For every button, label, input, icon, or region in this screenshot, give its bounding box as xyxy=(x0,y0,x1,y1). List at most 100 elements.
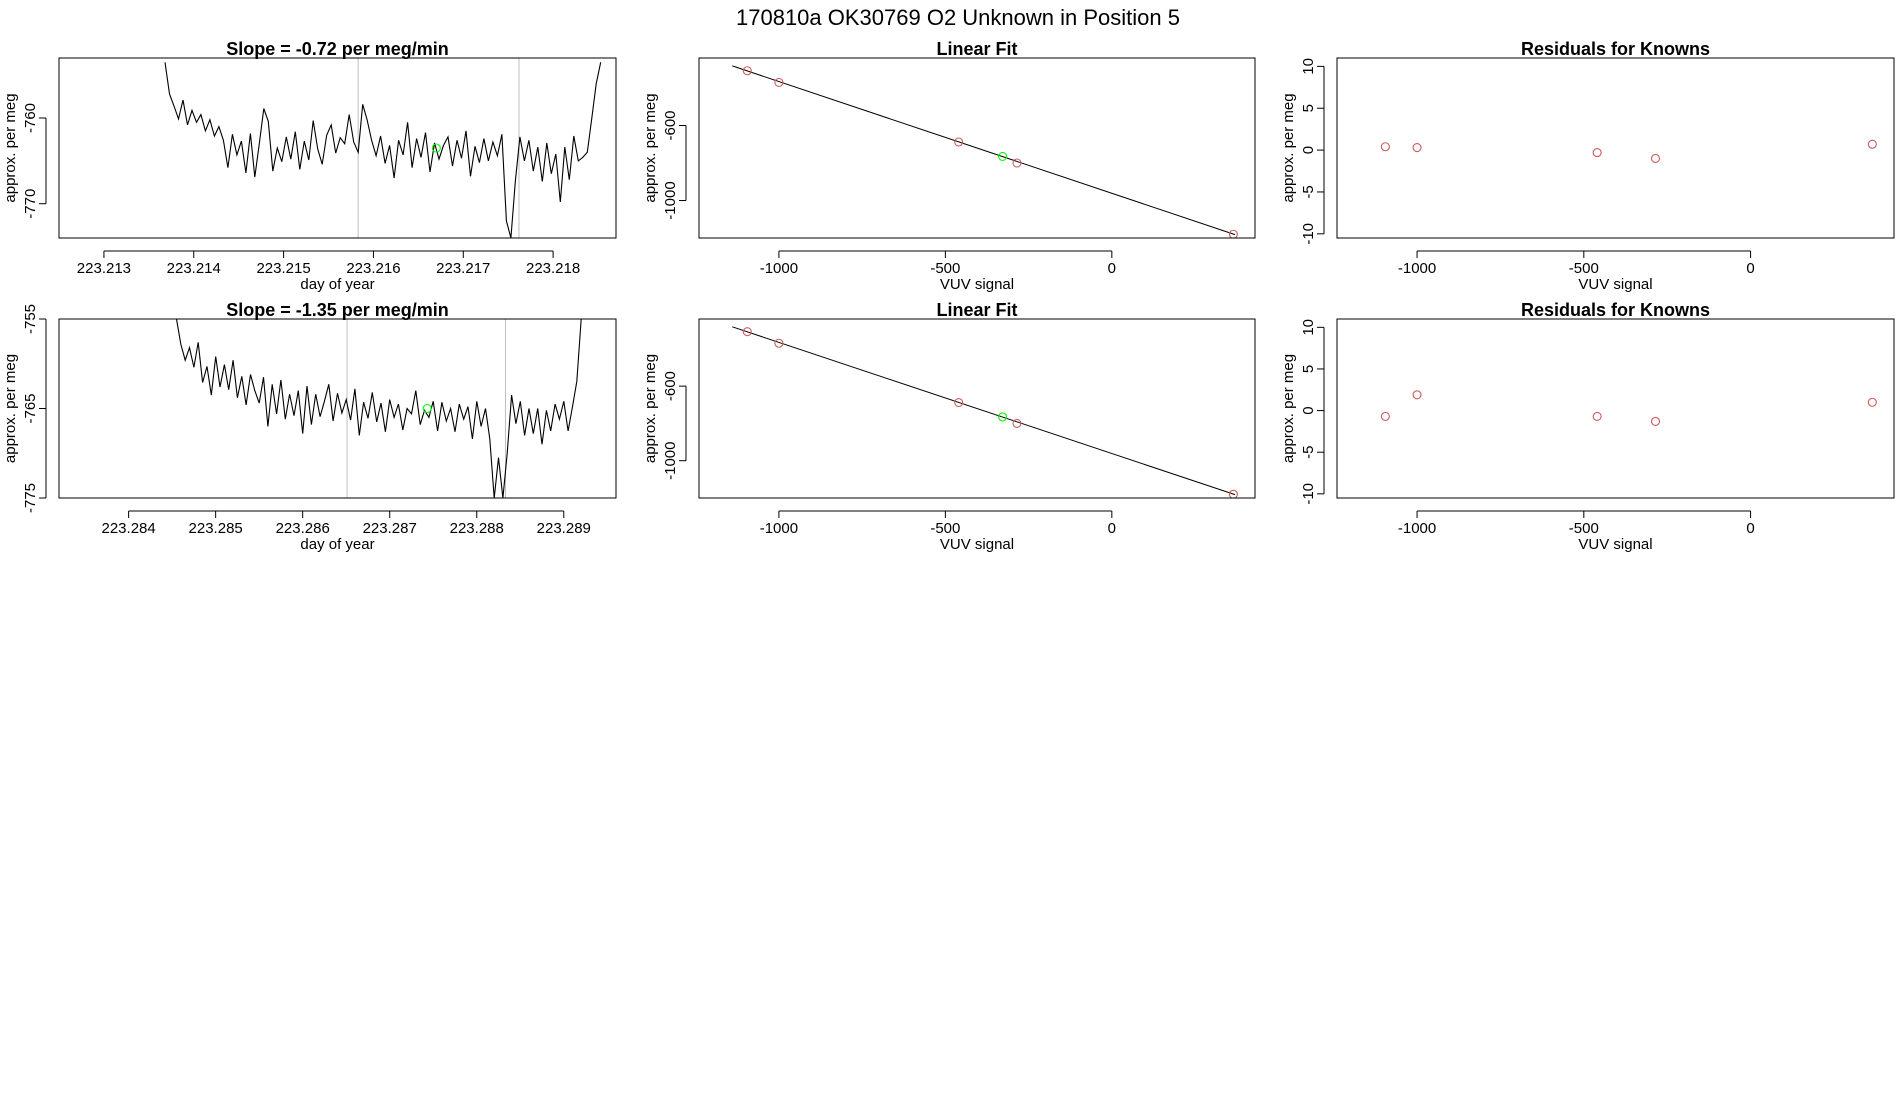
x-tick-label: -500 xyxy=(930,260,960,277)
x-tick-label: 223.288 xyxy=(450,520,504,537)
panel-title: Slope = -1.35 per meg/min xyxy=(226,300,449,320)
data-trace-line xyxy=(164,62,602,238)
x-tick-label: 223.284 xyxy=(102,520,156,537)
known-point xyxy=(954,137,964,147)
x-tick-label: 223.215 xyxy=(256,260,310,277)
x-tick-label: 223.217 xyxy=(436,260,490,277)
figure-title: 170810a OK30769 O2 Unknown in Position 5 xyxy=(736,5,1180,30)
y-tick-label: -600 xyxy=(662,110,679,140)
panel-title: Residuals for Knowns xyxy=(1521,300,1710,320)
y-tick-label: -5 xyxy=(1300,446,1317,459)
x-tick-label: 223.285 xyxy=(189,520,243,537)
plot-area xyxy=(732,65,1238,238)
x-tick-label: -1000 xyxy=(760,260,798,277)
plot-frame xyxy=(58,318,617,499)
y-tick-label: -765 xyxy=(22,393,39,423)
plot-frame xyxy=(1336,57,1895,239)
y-tick-label: 0 xyxy=(1300,146,1317,154)
x-tick-label: -500 xyxy=(930,520,960,537)
chart-panel-5: Linear Fit -1000 -500 0 -600 -1000 VUV signal a… xyxy=(642,300,1256,553)
known-point xyxy=(742,327,752,337)
fit-line xyxy=(732,65,1236,236)
known-point xyxy=(774,77,784,87)
known-point xyxy=(1228,229,1238,238)
unknown-point xyxy=(422,403,432,414)
data-trace-line xyxy=(175,319,582,498)
y-tick-label: -600 xyxy=(662,371,679,401)
known-point xyxy=(1228,489,1238,498)
y-tick-label: -770 xyxy=(22,189,39,219)
x-axis-label: day of year xyxy=(300,536,374,553)
y-tick-label: 5 xyxy=(1300,104,1317,112)
chart-panel-1: Slope = -0.72 per meg/min 223.213 223.214 2… xyxy=(2,39,617,293)
known-point xyxy=(1867,139,1877,149)
x-tick-label: -500 xyxy=(1569,260,1599,277)
known-point xyxy=(1592,148,1602,158)
plot-area xyxy=(175,319,582,498)
chart-panel-2: Linear Fit -1000 -500 0 -600 -1000 VUV signal a… xyxy=(642,39,1256,293)
x-tick-label: 223.214 xyxy=(167,260,221,277)
plot-frame xyxy=(698,57,1256,239)
x-tick-label: 0 xyxy=(1108,520,1116,537)
x-tick-label: 223.286 xyxy=(276,520,330,537)
known-point xyxy=(774,338,784,348)
y-tick-label: -755 xyxy=(22,304,39,334)
x-tick-label: 0 xyxy=(1746,520,1754,537)
x-tick-label: -1000 xyxy=(1398,520,1436,537)
chart-panel-6: Residuals for Knowns -1000 -500 0 10 5 0 -5 -10 V… xyxy=(1280,300,1895,553)
x-tick-label: -1000 xyxy=(760,520,798,537)
x-tick-label: 223.213 xyxy=(77,260,131,277)
known-point xyxy=(1650,416,1661,426)
y-axis-label: approx. per meg xyxy=(642,354,659,463)
panel-title: Linear Fit xyxy=(936,300,1017,320)
plot-area xyxy=(1380,139,1877,164)
y-axis-label: approx. per meg xyxy=(2,93,19,202)
x-axis-label: day of year xyxy=(300,276,374,293)
x-tick-label: 0 xyxy=(1746,260,1754,277)
unknown-point xyxy=(431,143,441,153)
y-tick-label: -10 xyxy=(1300,483,1317,505)
y-axis-label: approx. per meg xyxy=(1280,354,1297,463)
y-tick-label: 10 xyxy=(1300,319,1317,336)
panel-title: Slope = -0.72 per meg/min xyxy=(226,39,449,59)
x-tick-label: -500 xyxy=(1569,520,1599,537)
y-tick-label: 5 xyxy=(1300,365,1317,373)
plot-frame xyxy=(698,318,1256,499)
y-tick-label: -1000 xyxy=(662,442,679,480)
plot-area xyxy=(1380,390,1877,426)
x-axis-label: VUV signal xyxy=(1578,536,1652,553)
x-tick-label: 223.289 xyxy=(537,520,591,537)
known-point xyxy=(1012,418,1022,428)
known-point xyxy=(1592,411,1602,421)
chart-panel-4: Slope = -1.35 per meg/min 223.284 223.285 2… xyxy=(2,300,617,553)
panels-container: Slope = -0.72 per meg/min 223.213 223.214 2… xyxy=(2,39,1895,553)
known-point xyxy=(1380,411,1390,421)
y-tick-label: -10 xyxy=(1300,223,1317,245)
y-axis-label: approx. per meg xyxy=(642,93,659,202)
fit-line xyxy=(732,326,1236,496)
known-point xyxy=(1012,158,1022,168)
plot-area xyxy=(164,62,602,238)
chart-panel-3: Residuals for Knowns -1000 -500 0 10 5 0 -5 -10 V… xyxy=(1280,39,1895,293)
known-point xyxy=(1650,153,1661,164)
known-point xyxy=(742,66,752,76)
known-point xyxy=(954,397,964,408)
plot-frame xyxy=(58,57,617,239)
y-axis-label: approx. per meg xyxy=(2,354,19,463)
x-tick-label: 223.216 xyxy=(346,260,400,277)
x-axis-label: VUV signal xyxy=(1578,276,1652,293)
unknown-point xyxy=(998,412,1008,422)
y-tick-label: 10 xyxy=(1300,58,1317,75)
x-axis-label: VUV signal xyxy=(940,276,1014,293)
y-tick-label: -1000 xyxy=(662,181,679,219)
x-tick-label: 223.218 xyxy=(526,260,580,277)
panel-title: Residuals for Knowns xyxy=(1521,39,1710,59)
x-tick-label: 0 xyxy=(1108,260,1116,277)
plot-frame xyxy=(1336,318,1895,499)
y-tick-label: -775 xyxy=(22,483,39,513)
y-tick-label: 0 xyxy=(1300,406,1317,414)
y-tick-label: -760 xyxy=(22,103,39,133)
x-tick-label: 223.287 xyxy=(363,520,417,537)
y-axis-label: approx. per meg xyxy=(1280,93,1297,202)
